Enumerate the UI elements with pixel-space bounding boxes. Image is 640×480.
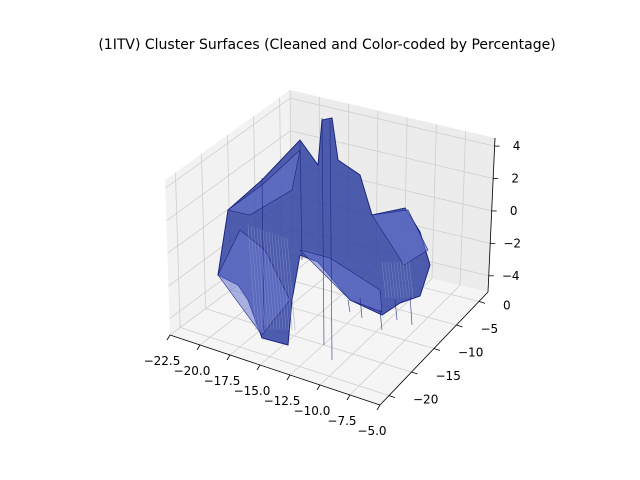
- y-grid-left: [201, 153, 206, 309]
- surface-hatch: [384, 261, 390, 299]
- surface-spike: [347, 299, 351, 313]
- surface-hatch: [259, 228, 269, 331]
- z-grid-back: [290, 97, 495, 147]
- surface-hatch: [387, 261, 393, 299]
- y-tick-label: −20: [413, 393, 438, 407]
- surface-spike: [394, 299, 398, 321]
- surface-hatch: [271, 232, 281, 331]
- z-tick-label: −4: [502, 269, 520, 283]
- surface-hatch: [247, 224, 257, 331]
- x-tick-mark: [166, 334, 171, 341]
- z-tick-label: −2: [503, 236, 521, 250]
- surface-hatch: [286, 237, 296, 331]
- x-tick-label: −10.0: [294, 404, 331, 418]
- surface-spike: [321, 117, 325, 346]
- x-tick-mark: [316, 384, 321, 391]
- surface-hatch: [396, 261, 402, 299]
- surface-hatch: [399, 261, 405, 299]
- x-tick-label: −15.0: [234, 384, 271, 398]
- x-tick-mark: [196, 344, 201, 351]
- y-tick-mark: [388, 395, 396, 398]
- surface-spike: [379, 309, 383, 331]
- y-tick-mark: [411, 371, 418, 375]
- surface-hatch: [402, 261, 408, 299]
- y-tick-label: −15: [436, 369, 461, 383]
- x-grid-back: [459, 131, 467, 286]
- surface-hatch: [381, 261, 387, 299]
- x-tick-label: −17.5: [204, 374, 241, 388]
- surface-spike: [409, 294, 413, 326]
- y-grid-left: [175, 172, 181, 328]
- x-tick-label: −7.5: [327, 414, 356, 428]
- x-tick-mark: [286, 374, 291, 381]
- surface-hatch: [283, 236, 293, 331]
- surface-hatch: [274, 233, 284, 331]
- x-axis-ticks: −22.5−20.0−17.5−15.0−12.5−10.0−7.5−5.0: [144, 334, 387, 438]
- surface-hatch: [268, 231, 278, 331]
- surface-hatch: [256, 227, 266, 331]
- z-grid-left: [165, 97, 291, 189]
- z-tick-label: 2: [511, 172, 519, 186]
- y-tick-mark: [478, 301, 486, 304]
- surface-facet: [227, 149, 301, 216]
- surface-spike: [261, 177, 265, 331]
- surface-hatch: [265, 230, 275, 331]
- y-tick-mark: [433, 348, 441, 351]
- surface-spike: [299, 141, 303, 261]
- z-tick-label: 4: [513, 139, 521, 153]
- x-tick-label: −12.5: [264, 394, 301, 408]
- z-axis-line: [487, 137, 496, 293]
- y-tick-mark: [456, 324, 463, 328]
- y-tick-label: 0: [503, 298, 511, 312]
- y-grid-floor: [205, 308, 412, 373]
- surface-hatch: [280, 235, 290, 331]
- chart-title: (1ITV) Cluster Surfaces (Cleaned and Col…: [98, 37, 555, 53]
- surface-hatch: [405, 261, 411, 299]
- y-axis-ticks: −20 −15 −10 −5 0: [388, 298, 511, 407]
- x-tick-label: −22.5: [144, 354, 181, 368]
- surface-hatch: [250, 225, 260, 331]
- surface-hatch: [253, 226, 263, 331]
- surface-hatch: [390, 261, 396, 299]
- surface-hatch: [277, 234, 287, 331]
- z-grid-left: [166, 130, 291, 222]
- x-tick-mark: [376, 404, 381, 411]
- x-tick-mark: [226, 354, 231, 361]
- y-grid-floor: [180, 327, 390, 396]
- surface-hatch: [393, 261, 399, 299]
- surface-facet: [371, 209, 429, 266]
- x-axis-line: [169, 334, 381, 406]
- x-grid-back: [431, 124, 437, 279]
- x-tick-mark: [346, 394, 351, 401]
- surface-spike: [287, 319, 291, 346]
- x-tick-label: −20.0: [174, 364, 211, 378]
- surface-facet: [298, 249, 383, 313]
- z-axis-ticks: −4 −2 0 2 4: [488, 139, 521, 283]
- z-tick-label: 0: [510, 204, 518, 218]
- y-tick-label: −10: [458, 346, 483, 360]
- surface-hatch: [262, 229, 272, 331]
- x-tick-label: −5.0: [357, 424, 386, 438]
- surface-spike: [359, 297, 363, 319]
- x-tick-mark: [256, 364, 261, 371]
- surface-spike: [329, 119, 333, 361]
- y-tick-label: −5: [481, 322, 499, 336]
- cluster-surface: [217, 117, 431, 361]
- surface-hatch: [408, 261, 414, 299]
